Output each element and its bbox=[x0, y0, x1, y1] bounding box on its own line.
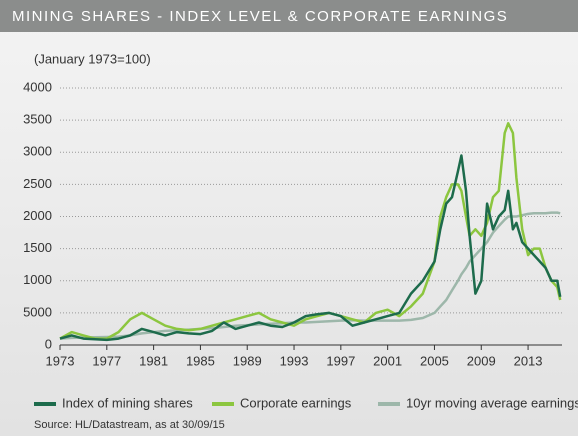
y-tick-label: 5000 bbox=[23, 304, 52, 319]
y-tick-label: 2000 bbox=[23, 208, 52, 223]
y-tick-label: 3500 bbox=[23, 112, 52, 127]
chart-title: MINING SHARES - INDEX LEVEL & CORPORATE … bbox=[12, 8, 508, 25]
x-tick-label: 1985 bbox=[186, 353, 215, 368]
y-tick-label: 2500 bbox=[23, 176, 52, 191]
x-tick-label: 1973 bbox=[46, 353, 75, 368]
series-line bbox=[59, 122, 562, 340]
x-tick-label: 1993 bbox=[280, 353, 309, 368]
y-tick-label: 1000 bbox=[23, 272, 52, 287]
x-tick-label: 1989 bbox=[233, 353, 262, 368]
title-bar bbox=[0, 0, 578, 32]
x-tick-label: 2009 bbox=[467, 353, 496, 368]
x-tick-label: 1977 bbox=[92, 353, 121, 368]
x-tick-label: 1997 bbox=[326, 353, 355, 368]
subtitle: (January 1973=100) bbox=[34, 51, 151, 66]
x-tick-label: 1981 bbox=[139, 353, 168, 368]
y-tick-label: 4000 bbox=[23, 79, 52, 94]
legend-label: Corporate earnings bbox=[240, 395, 352, 410]
y-tick-label: 3000 bbox=[23, 144, 52, 159]
y-tick-label: 0 bbox=[45, 336, 52, 351]
x-tick-label: 2001 bbox=[373, 353, 402, 368]
x-tick-label: 2005 bbox=[420, 353, 449, 368]
series-line bbox=[59, 154, 562, 342]
legend-label: 10yr moving average earnings bbox=[406, 395, 578, 410]
y-tick-label: 1500 bbox=[23, 240, 52, 255]
source: Source: HL/Datastream, as at 30/09/15 bbox=[34, 419, 225, 431]
legend-label: Index of mining shares bbox=[62, 395, 193, 410]
x-tick-label: 2013 bbox=[514, 353, 543, 368]
